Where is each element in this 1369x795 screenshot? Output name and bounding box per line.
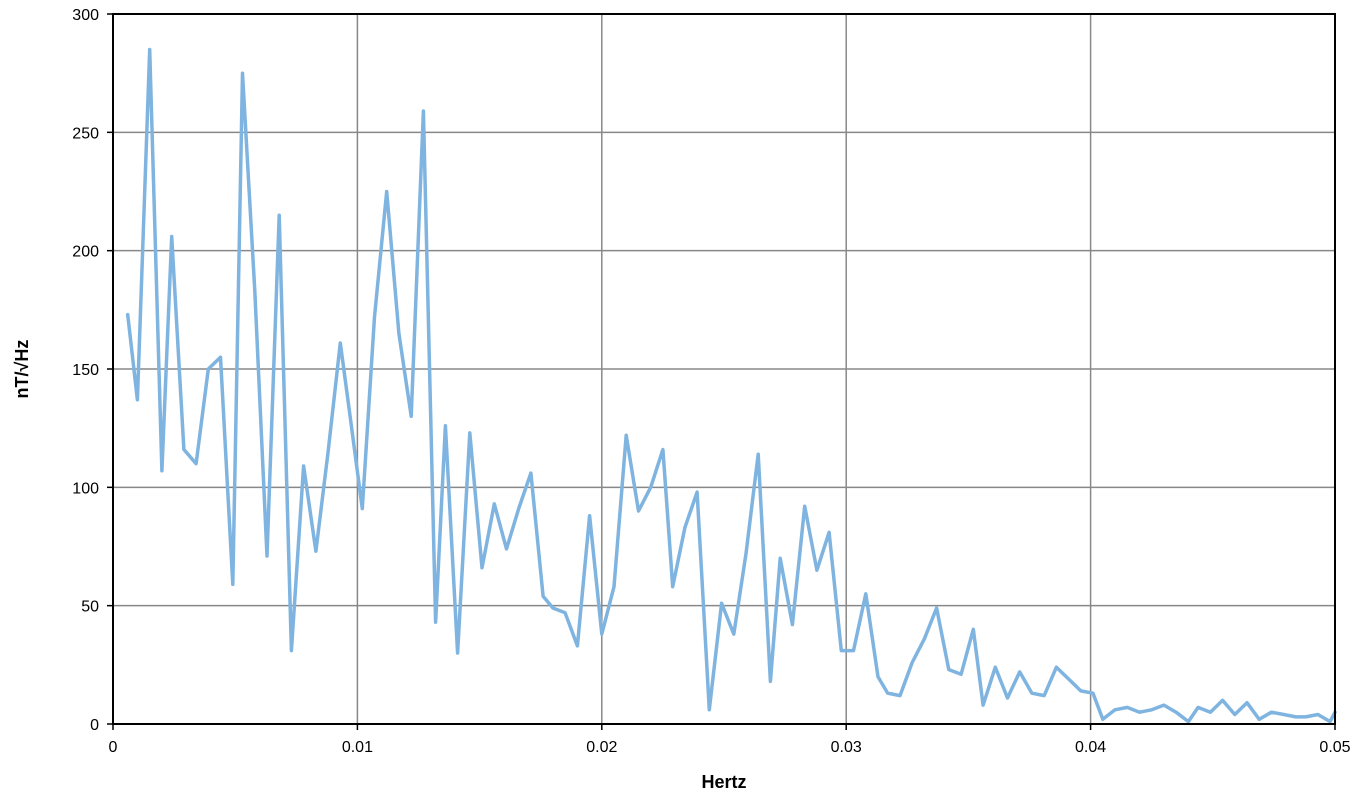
x-tick-label: 0.05 bbox=[1319, 739, 1350, 756]
y-axis-tick-labels: 0 50 100 150 200 250 300 bbox=[72, 7, 99, 734]
y-tick-label: 250 bbox=[72, 125, 99, 142]
x-tick-label: 0.02 bbox=[586, 739, 617, 756]
x-tick-label: 0.01 bbox=[342, 739, 373, 756]
grid bbox=[113, 14, 1335, 724]
y-tick-label: 150 bbox=[72, 362, 99, 379]
x-tick-label: 0 bbox=[109, 739, 118, 756]
tick-marks bbox=[107, 13, 1336, 730]
y-tick-label: 300 bbox=[72, 7, 99, 24]
x-tick-label: 0.04 bbox=[1075, 739, 1106, 756]
x-axis-tick-labels: 0 0.01 0.02 0.03 0.04 0.05 bbox=[109, 739, 1351, 756]
y-tick-label: 50 bbox=[81, 599, 99, 616]
x-tick-label: 0.03 bbox=[831, 739, 862, 756]
series-layer bbox=[125, 47, 1337, 724]
y-tick-label: 100 bbox=[72, 480, 99, 497]
y-tick-label: 200 bbox=[72, 244, 99, 261]
x-axis-title: Hertz bbox=[701, 772, 746, 792]
y-axis-title: nT/√Hz bbox=[12, 340, 32, 399]
y-tick-label: 0 bbox=[90, 717, 99, 734]
series-line-0 bbox=[125, 47, 1337, 724]
